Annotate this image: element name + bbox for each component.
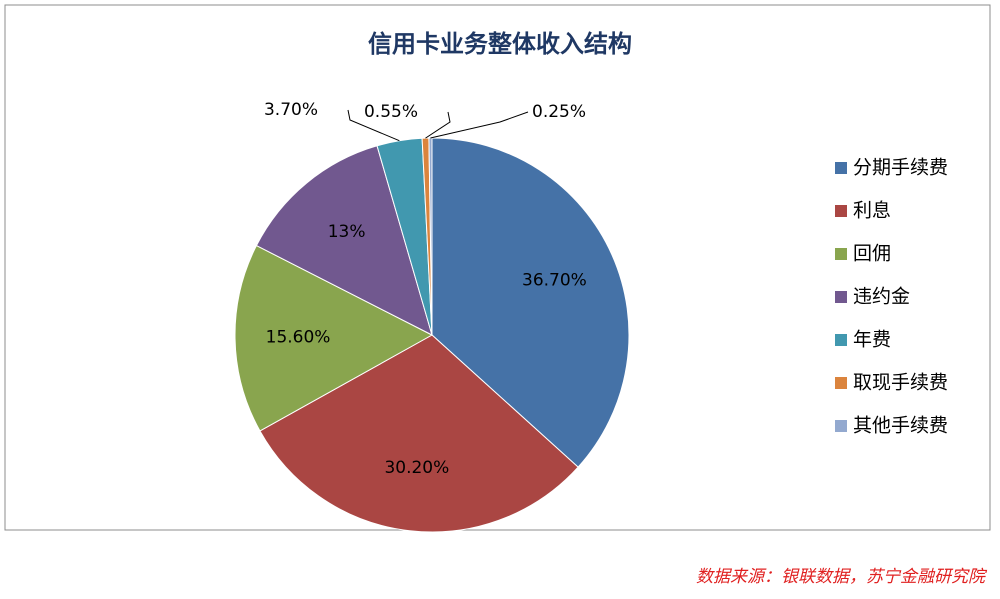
legend-swatch — [835, 248, 847, 260]
legend-label: 回佣 — [853, 243, 891, 265]
leader-line — [430, 111, 529, 139]
value-label: 0.55% — [364, 102, 418, 122]
leader-line — [425, 111, 451, 139]
legend-swatch — [835, 377, 847, 389]
legend-swatch — [835, 162, 847, 174]
value-label: 30.20% — [384, 458, 449, 478]
value-label: 0.25% — [532, 102, 586, 122]
legend-label: 取现手续费 — [853, 372, 948, 394]
chart-title: 信用卡业务整体收入结构 — [368, 30, 632, 58]
value-label: 36.70% — [522, 271, 587, 291]
value-label: 13% — [328, 222, 366, 242]
pie-slice — [234, 244, 434, 432]
legend-swatch — [835, 334, 847, 346]
legend-swatch — [835, 420, 847, 432]
pie-slice — [259, 334, 579, 533]
pie-slice — [431, 137, 630, 468]
value-label: 15.60% — [266, 328, 331, 348]
legend-label: 分期手续费 — [853, 157, 948, 179]
legend-swatch — [835, 205, 847, 217]
legend-label: 年费 — [853, 329, 891, 351]
legend-label: 利息 — [853, 200, 891, 222]
legend-label: 其他手续费 — [853, 415, 948, 437]
legend-label: 违约金 — [853, 286, 910, 308]
pie-slice — [255, 145, 433, 336]
source-note: 数据来源：银联数据，苏宁金融研究院 — [696, 567, 988, 587]
leader-line — [347, 109, 400, 142]
value-label: 3.70% — [264, 100, 318, 120]
legend-swatch — [835, 291, 847, 303]
